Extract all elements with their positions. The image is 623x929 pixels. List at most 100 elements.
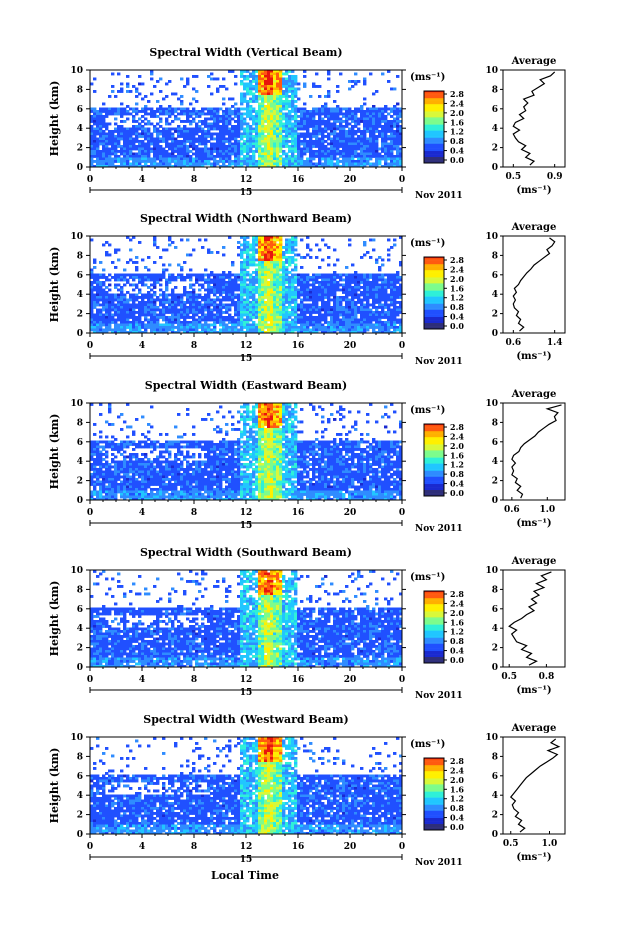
heatmap-cell bbox=[165, 130, 169, 133]
heatmap-cell bbox=[342, 107, 346, 111]
heatmap-cell bbox=[171, 296, 175, 299]
heatmap-cell bbox=[354, 107, 358, 111]
heatmap-cell bbox=[207, 157, 211, 161]
heatmap-cell bbox=[336, 321, 340, 324]
heatmap-cell bbox=[387, 122, 391, 126]
heatmap-cell bbox=[150, 318, 154, 322]
heatmap-cell bbox=[240, 261, 244, 264]
heatmap-cell bbox=[354, 155, 358, 158]
heatmap-cell bbox=[93, 77, 97, 81]
heatmap-cell bbox=[225, 165, 229, 167]
heatmap-cell bbox=[249, 308, 253, 312]
heatmap-cell bbox=[102, 110, 106, 113]
heatmap-cell bbox=[135, 165, 139, 167]
heatmap-cell bbox=[258, 122, 262, 126]
heatmap-cell bbox=[195, 303, 199, 307]
heatmap-cell bbox=[324, 110, 328, 113]
heatmap-cell bbox=[387, 248, 391, 252]
heatmap-cell bbox=[336, 160, 340, 163]
heatmap-cell bbox=[156, 162, 160, 166]
heatmap-cell bbox=[339, 318, 343, 322]
heatmap-cell bbox=[192, 296, 196, 299]
heatmap-cell bbox=[318, 145, 322, 148]
heatmap-cell bbox=[213, 127, 217, 131]
heatmap-cell bbox=[117, 288, 121, 292]
heatmap-cell bbox=[159, 77, 163, 81]
heatmap-cell bbox=[216, 107, 220, 111]
heatmap-cell bbox=[282, 323, 286, 327]
heatmap-cell bbox=[276, 147, 280, 151]
heatmap-cell bbox=[372, 311, 376, 314]
heatmap-cell bbox=[186, 165, 190, 167]
heatmap-cell bbox=[237, 301, 241, 304]
heatmap-cell bbox=[288, 313, 292, 317]
heatmap-cell bbox=[273, 162, 277, 166]
heatmap-cell bbox=[384, 152, 388, 156]
heatmap-cell bbox=[306, 110, 310, 113]
heatmap-cell bbox=[333, 117, 337, 121]
heatmap-cell bbox=[165, 296, 169, 299]
heatmap-cell bbox=[327, 137, 331, 141]
heatmap-cell bbox=[264, 326, 268, 329]
heatmap-cell bbox=[273, 253, 277, 257]
heatmap-cell bbox=[90, 318, 94, 322]
heatmap-cell bbox=[141, 301, 145, 304]
heatmap-cell bbox=[297, 316, 301, 319]
heatmap-cell bbox=[207, 127, 211, 131]
heatmap-cell bbox=[390, 296, 394, 299]
heatmap-cell bbox=[228, 115, 232, 118]
heatmap-cell bbox=[192, 165, 196, 167]
heatmap-cell bbox=[336, 140, 340, 143]
heatmap-cell bbox=[366, 137, 370, 141]
heatmap-cell bbox=[147, 256, 151, 259]
heatmap-cell bbox=[237, 241, 241, 244]
heatmap-cell bbox=[228, 308, 232, 312]
heatmap-cell bbox=[210, 152, 214, 156]
heatmap-cell bbox=[273, 105, 277, 108]
heatmap-cell bbox=[168, 80, 172, 83]
heatmap-cell bbox=[252, 110, 256, 113]
heatmap-cell bbox=[387, 130, 391, 133]
heatmap-cell bbox=[336, 112, 340, 116]
heatmap-cell bbox=[195, 296, 199, 299]
heatmap-cell bbox=[165, 112, 169, 116]
heatmap-cell bbox=[123, 293, 127, 297]
heatmap-cell bbox=[108, 107, 112, 111]
heatmap-cell bbox=[174, 326, 178, 329]
colorbar-segment bbox=[424, 128, 444, 130]
heatmap-cell bbox=[213, 145, 217, 148]
heatmap-cell bbox=[333, 115, 337, 118]
heatmap-cell bbox=[267, 311, 271, 314]
heatmap-cell bbox=[360, 286, 364, 289]
heatmap-cell bbox=[138, 117, 142, 121]
heatmap-cell bbox=[330, 107, 334, 111]
colorbar-segment bbox=[424, 109, 444, 111]
heatmap-cell bbox=[240, 266, 244, 269]
heatmap-cell bbox=[342, 147, 346, 151]
heatmap-cell bbox=[396, 137, 400, 141]
heatmap-cell bbox=[108, 140, 112, 143]
heatmap-cell bbox=[99, 316, 103, 319]
heatmap-cell bbox=[342, 313, 346, 317]
heatmap-cell bbox=[123, 155, 127, 158]
heatmap-cell bbox=[165, 140, 169, 143]
heatmap-cell bbox=[270, 303, 274, 307]
heatmap-cell bbox=[285, 97, 289, 101]
colorbar-segment bbox=[424, 95, 444, 98]
heatmap-cell bbox=[228, 127, 232, 131]
heatmap-cell bbox=[117, 258, 121, 262]
heatmap-cell bbox=[378, 293, 382, 297]
heatmap-cell bbox=[228, 140, 232, 143]
heatmap-cell bbox=[264, 165, 268, 167]
heatmap-cell bbox=[381, 117, 385, 121]
heatmap-cell bbox=[393, 160, 397, 163]
heatmap-cell bbox=[321, 308, 325, 312]
heatmap-cell bbox=[348, 293, 352, 297]
heatmap-cell bbox=[279, 97, 283, 101]
heatmap-cell bbox=[363, 273, 367, 277]
heatmap-cell bbox=[291, 256, 295, 259]
heatmap-cell bbox=[312, 127, 316, 131]
heatmap-cell bbox=[345, 296, 349, 299]
heatmap-cell bbox=[348, 165, 352, 167]
heatmap-cell bbox=[171, 127, 175, 131]
